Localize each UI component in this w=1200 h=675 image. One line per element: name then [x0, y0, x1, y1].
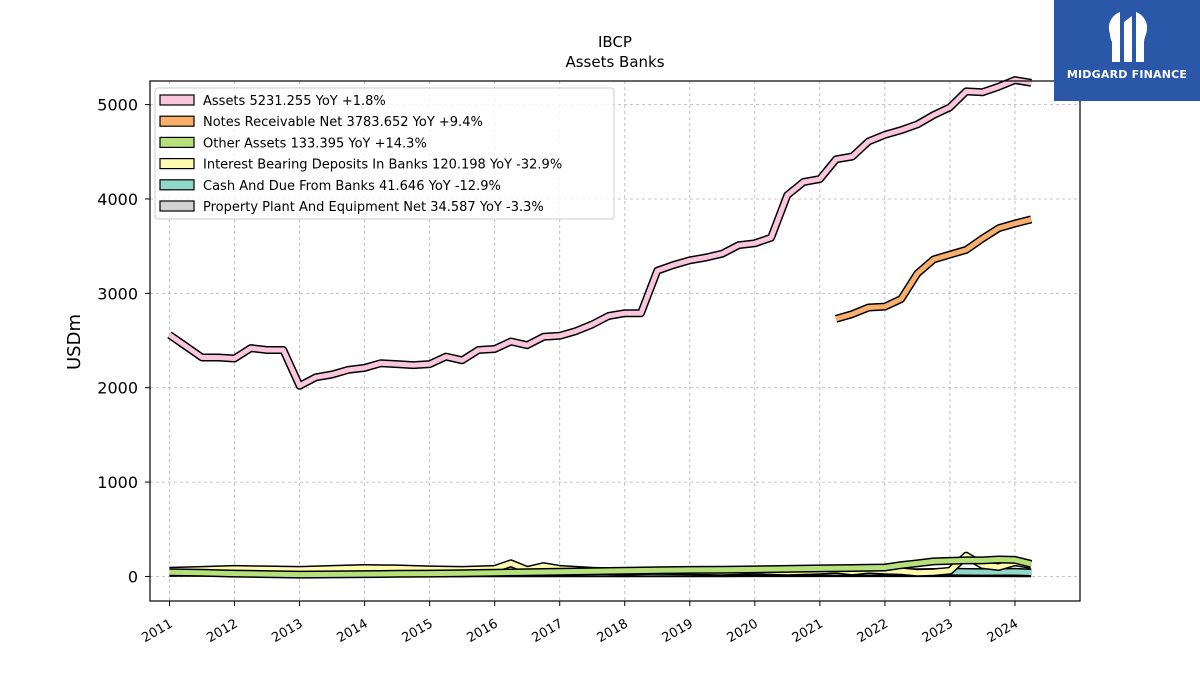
legend-label: Interest Bearing Deposits In Banks 120.1…	[203, 158, 562, 173]
x-tick-label: 2019	[660, 616, 696, 646]
plot-frame	[149, 80, 1081, 602]
x-tick-label: 2024	[985, 616, 1021, 646]
series-assets	[167, 76, 1032, 390]
y-tick-label: 1000	[97, 473, 138, 492]
legend-swatch	[159, 136, 195, 148]
logo-text: MIDGARD FINANCE	[1066, 68, 1188, 81]
legend-label: Other Assets 133.395 YoY +14.3%	[203, 136, 427, 151]
series-notes-receivable-net	[834, 215, 1033, 323]
chart-subtitle: Assets Banks	[565, 53, 664, 71]
legend-swatch	[159, 94, 195, 106]
series-line	[169, 557, 1032, 578]
y-tick-label: 0	[128, 567, 138, 586]
x-tick-label: 2014	[334, 616, 370, 646]
x-tick-label: 2016	[465, 616, 501, 646]
series-line	[168, 77, 1032, 389]
brand-logo: MIDGARD FINANCE	[1054, 0, 1200, 101]
legend-box	[154, 87, 615, 220]
chart-title: IBCP	[598, 33, 632, 51]
y-axis-label: USDm	[64, 314, 85, 370]
x-tick-label: 2013	[269, 616, 305, 646]
x-tick-label: 2020	[725, 616, 761, 646]
y-tick-label: 2000	[97, 379, 138, 398]
legend-swatch	[159, 179, 195, 191]
legend-item: Property Plant And Equipment Net 34.587 …	[159, 200, 544, 215]
legend-swatch	[159, 115, 195, 127]
legend-item: Notes Receivable Net 3783.652 YoY +9.4%	[159, 115, 483, 130]
x-tick-label: 2021	[790, 616, 826, 646]
legend: Assets 5231.255 YoY +1.8% Notes Receivabl…	[154, 87, 615, 220]
legend-item: Interest Bearing Deposits In Banks 120.1…	[159, 158, 562, 173]
y-tick-label: 5000	[97, 96, 138, 115]
series-line	[835, 216, 1032, 322]
x-tick-label: 2017	[530, 616, 566, 646]
legend-item: Cash And Due From Banks 41.646 YoY -12.9…	[159, 179, 501, 194]
legend-label: Assets 5231.255 YoY +1.8%	[203, 94, 386, 109]
y-tick-label: 4000	[97, 190, 138, 209]
legend-swatch	[159, 200, 195, 212]
legend-label: Notes Receivable Net 3783.652 YoY +9.4%	[203, 115, 483, 130]
x-tick-label: 2023	[920, 616, 956, 646]
legend-item: Other Assets 133.395 YoY +14.3%	[159, 136, 427, 151]
legend-swatch	[159, 158, 195, 170]
series-layer	[167, 76, 1033, 579]
x-tick-label: 2012	[204, 616, 240, 646]
series-outline	[834, 215, 1033, 323]
x-tick-label: 2022	[855, 616, 891, 646]
x-tick-label: 2011	[139, 616, 175, 646]
legend-item: Assets 5231.255 YoY +1.8%	[159, 94, 386, 109]
x-tick-label: 2015	[399, 616, 435, 646]
y-tick-label: 3000	[97, 284, 138, 303]
x-tick-label: 2018	[595, 616, 631, 646]
legend-label: Cash And Due From Banks 41.646 YoY -12.9…	[203, 179, 501, 194]
legend-label: Property Plant And Equipment Net 34.587 …	[203, 200, 544, 215]
series-other-assets	[169, 555, 1033, 579]
logo-mark-icon	[1108, 12, 1148, 62]
